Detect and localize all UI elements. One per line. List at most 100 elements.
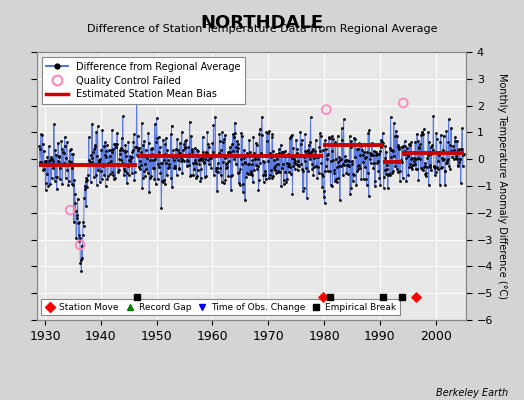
Point <box>380 174 388 180</box>
Point <box>77 268 85 274</box>
Point <box>215 150 223 156</box>
Point <box>264 130 272 136</box>
Point <box>307 148 315 155</box>
Point <box>391 158 400 165</box>
Point <box>78 255 86 261</box>
Point <box>253 142 261 148</box>
Point <box>403 153 412 159</box>
Point <box>395 146 403 152</box>
Point <box>421 160 429 166</box>
Point <box>342 170 351 176</box>
Point <box>373 151 381 157</box>
Point <box>433 164 441 170</box>
Point <box>81 178 90 184</box>
Point <box>235 169 244 175</box>
Point <box>179 147 187 153</box>
Point <box>290 156 299 162</box>
Point <box>415 144 423 150</box>
Point <box>385 171 393 177</box>
Point <box>59 162 68 168</box>
Point <box>410 158 418 164</box>
Point <box>222 165 230 171</box>
Point <box>296 128 304 135</box>
Point <box>365 127 374 134</box>
Point <box>219 139 227 145</box>
Point <box>135 164 143 170</box>
Point <box>324 168 332 175</box>
Point <box>459 152 467 158</box>
Point <box>371 178 379 184</box>
Point <box>249 150 258 156</box>
Point <box>342 157 350 163</box>
Point <box>283 176 291 182</box>
Point <box>62 160 70 167</box>
Point <box>130 176 138 183</box>
Point <box>294 162 302 168</box>
Point <box>345 163 353 170</box>
Point <box>171 164 179 171</box>
Point <box>424 182 433 188</box>
Point <box>142 146 150 153</box>
Point <box>119 146 127 153</box>
Point <box>149 165 157 171</box>
Point <box>361 155 369 162</box>
Point <box>444 139 452 146</box>
Point <box>460 150 468 157</box>
Point <box>233 148 241 154</box>
Point <box>46 157 54 164</box>
Point <box>222 161 231 168</box>
Point <box>279 161 287 167</box>
Point <box>353 168 361 174</box>
Point <box>363 149 372 155</box>
Point <box>432 136 441 142</box>
Point <box>162 135 170 142</box>
Point <box>190 166 199 172</box>
Point <box>167 131 175 137</box>
Point <box>316 132 325 139</box>
Point <box>43 162 52 168</box>
Point <box>277 183 286 189</box>
Point <box>96 179 104 186</box>
Point <box>336 162 345 169</box>
Point <box>144 170 152 176</box>
Point <box>76 242 84 248</box>
Point <box>207 164 215 171</box>
Point <box>80 182 89 189</box>
Point <box>286 164 294 170</box>
Point <box>68 181 76 188</box>
Point <box>64 182 72 188</box>
Point <box>334 158 342 165</box>
Point <box>348 161 357 167</box>
Point <box>402 145 411 152</box>
Point <box>393 133 401 139</box>
Point <box>433 166 442 172</box>
Text: Difference of Station Temperature Data from Regional Average: Difference of Station Temperature Data f… <box>87 24 437 34</box>
Point <box>76 234 84 241</box>
Point <box>201 156 210 162</box>
Point <box>261 168 270 174</box>
Point <box>42 180 50 186</box>
Point <box>287 133 295 140</box>
Point <box>108 149 117 156</box>
Point <box>422 173 430 180</box>
Point <box>340 158 348 164</box>
Point <box>228 172 237 178</box>
Point <box>413 130 421 137</box>
Point <box>328 133 336 140</box>
Point <box>115 156 124 162</box>
Point <box>72 235 80 242</box>
Point <box>73 212 81 218</box>
Point <box>84 160 93 167</box>
Point <box>412 156 420 163</box>
Point <box>446 142 454 148</box>
Point <box>154 176 162 182</box>
Point <box>90 174 98 181</box>
Point <box>352 182 361 188</box>
Point <box>48 156 56 162</box>
Point <box>312 154 321 160</box>
Point <box>69 150 78 157</box>
Point <box>392 165 401 172</box>
Point <box>412 294 420 300</box>
Point <box>173 136 181 142</box>
Point <box>97 176 106 182</box>
